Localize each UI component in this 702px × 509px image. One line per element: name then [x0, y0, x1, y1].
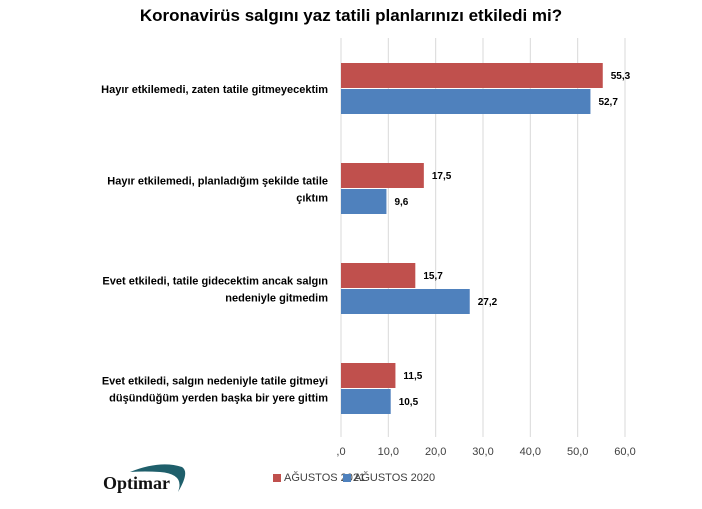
- bar: [341, 89, 591, 114]
- bar: [341, 289, 470, 314]
- x-tick-label: 20,0: [425, 446, 446, 458]
- category-label: çıktım: [296, 193, 328, 205]
- legend-swatch: [343, 474, 351, 482]
- data-label: 9,6: [394, 197, 408, 208]
- x-tick-label: 10,0: [378, 446, 399, 458]
- x-tick-label: 30,0: [472, 446, 493, 458]
- category-label: Hayır etkilemedi, planladığım şekilde ta…: [107, 176, 328, 188]
- x-tick-label: 50,0: [567, 446, 588, 458]
- bar: [341, 363, 396, 388]
- bar: [341, 163, 424, 188]
- svg-text:Optimar: Optimar: [103, 473, 170, 493]
- x-tick-label: ,0: [336, 446, 345, 458]
- data-label: 55,3: [611, 71, 631, 82]
- category-label: Evet etkiledi, salgın nedeniyle tatile g…: [102, 376, 328, 388]
- bar: [341, 189, 387, 214]
- data-label: 52,7: [598, 97, 618, 108]
- data-label: 27,2: [478, 297, 498, 308]
- legend-item-2020: AĞUSTOS 2020: [343, 472, 435, 484]
- data-label: 15,7: [423, 271, 443, 282]
- chart-title: Koronavirüs salgını yaz tatili planların…: [139, 6, 563, 25]
- x-tick-label: 60,0: [614, 446, 635, 458]
- legend-label: AĞUSTOS 2020: [354, 472, 436, 484]
- category-label: Evet etkiledi, tatile gidecektim ancak s…: [102, 276, 328, 288]
- legend-swatch: [273, 474, 281, 482]
- category-label: düşündüğüm yerden başka bir yere gittim: [109, 393, 328, 405]
- category-label: nedeniyle gitmedim: [225, 293, 328, 305]
- data-label: 11,5: [403, 371, 422, 382]
- bar: [341, 63, 603, 88]
- bar: [341, 389, 391, 414]
- optimar-logo: Optimar: [100, 462, 190, 502]
- category-label: Hayır etkilemedi, zaten tatile gitmeyece…: [101, 84, 328, 96]
- x-tick-label: 40,0: [520, 446, 541, 458]
- data-label: 17,5: [432, 171, 452, 182]
- data-label: 10,5: [399, 397, 419, 408]
- bar: [341, 263, 416, 288]
